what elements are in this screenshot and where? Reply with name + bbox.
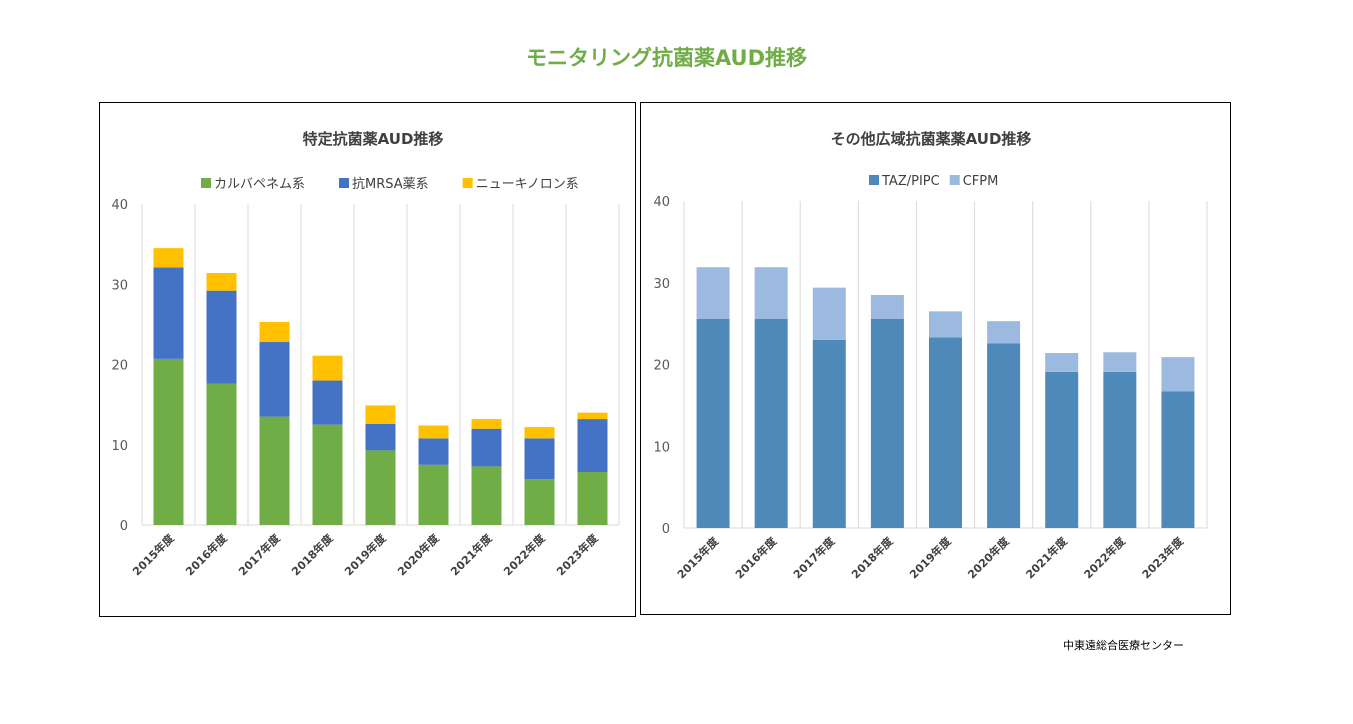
x-tick-label: 2018年度 xyxy=(289,531,337,579)
bar-series-0-4 xyxy=(365,450,396,525)
y-tick-label: 0 xyxy=(120,519,128,534)
bar-series-1-7 xyxy=(1103,352,1137,372)
bar-series-2-7 xyxy=(524,427,555,439)
legend-label: CFPM xyxy=(963,174,999,189)
x-tick-label: 2019年度 xyxy=(907,534,955,582)
x-tick-label: 2023年度 xyxy=(1139,534,1187,582)
bar-series-0-4 xyxy=(929,337,962,528)
bar-series-0-7 xyxy=(524,479,555,525)
y-tick-label: 20 xyxy=(653,359,670,374)
y-tick-label: 10 xyxy=(653,440,670,455)
legend-label: カルバペネム系 xyxy=(214,177,305,192)
bar-series-1-0 xyxy=(153,267,184,359)
legend-item-0: カルバペネム系 xyxy=(201,177,305,192)
bar-series-1-5 xyxy=(418,438,449,465)
bar-series-1-3 xyxy=(312,380,343,425)
x-tick-label: 2016年度 xyxy=(732,534,780,582)
legend-item-1: 抗MRSA薬系 xyxy=(339,177,429,192)
legend-swatch xyxy=(869,175,879,185)
legend-swatch xyxy=(339,178,350,188)
chart-panel-broad-spectrum-antibiotics: その他広域抗菌薬薬AUD推移 TAZ/PIPC CFPM 0 10 20 30 40 2015年… xyxy=(640,102,1231,615)
bar-series-1-4 xyxy=(929,311,962,338)
bar-series-1-1 xyxy=(206,290,237,384)
x-tick-label: 2023年度 xyxy=(554,531,602,579)
bar-series-1-4 xyxy=(365,423,396,451)
bar-series-0-0 xyxy=(153,358,184,525)
bar-series-0-3 xyxy=(312,424,343,525)
bar-series-0-2 xyxy=(259,416,290,525)
bar-series-1-6 xyxy=(471,428,502,467)
bar-series-0-8 xyxy=(1161,391,1195,528)
x-tick-label: 2015年度 xyxy=(130,531,178,579)
bar-series-1-3 xyxy=(870,295,904,319)
x-tick-label: 2022年度 xyxy=(1081,534,1129,582)
bar-series-0-6 xyxy=(471,466,502,525)
bar-series-2-1 xyxy=(206,273,237,291)
bar-series-0-2 xyxy=(812,339,846,528)
legend-swatch xyxy=(462,178,473,188)
bar-series-1-7 xyxy=(524,438,555,480)
bar-series-2-5 xyxy=(418,425,449,439)
bar-series-2-6 xyxy=(471,419,502,429)
bar-series-1-2 xyxy=(259,342,290,417)
bar-series-0-5 xyxy=(987,343,1021,528)
legend-label: ニューキノロン系 xyxy=(476,177,579,192)
bar-series-0-8 xyxy=(577,472,608,525)
bar-series-0-5 xyxy=(418,464,449,525)
x-tick-label: 2016年度 xyxy=(183,531,231,579)
bar-series-1-2 xyxy=(812,287,846,340)
x-tick-label: 2017年度 xyxy=(790,534,838,582)
y-tick-label: 30 xyxy=(111,278,128,293)
x-tick-label: 2020年度 xyxy=(395,531,443,579)
legend-label: 抗MRSA薬系 xyxy=(352,177,429,192)
chart-panel-specific-antibiotics: 特定抗菌薬AUD推移カルバペネム系 抗MRSA薬系 ニューキノロン系 0 10 20 30 4… xyxy=(99,102,636,617)
y-tick-label: 40 xyxy=(111,198,128,213)
bar-series-2-0 xyxy=(153,248,184,268)
legend-swatch xyxy=(949,175,960,185)
x-tick-label: 2017年度 xyxy=(236,531,284,579)
bar-series-0-7 xyxy=(1103,371,1137,528)
legend-item-1: CFPM xyxy=(949,174,999,189)
bar-series-2-3 xyxy=(312,355,343,381)
x-tick-label: 2015年度 xyxy=(674,534,722,582)
bar-series-2-2 xyxy=(259,321,290,343)
bar-series-1-0 xyxy=(696,267,730,319)
legend-swatch xyxy=(201,178,211,188)
x-tick-label: 2022年度 xyxy=(501,531,549,579)
bar-series-1-8 xyxy=(577,419,608,473)
bar-series-1-6 xyxy=(1045,353,1079,372)
x-tick-label: 2018年度 xyxy=(848,534,896,582)
bar-series-1-1 xyxy=(754,267,788,319)
chart-broad-spectrum-antibiotics: その他広域抗菌薬薬AUD推移 TAZ/PIPC CFPM 0 10 20 30 40 2015年… xyxy=(653,130,1208,582)
bar-series-0-6 xyxy=(1045,371,1079,528)
x-tick-label: 2020年度 xyxy=(965,534,1013,582)
bar-series-0-1 xyxy=(754,318,788,528)
bar-series-1-5 xyxy=(987,321,1021,344)
x-tick-label: 2019年度 xyxy=(342,531,390,579)
chart-title: 特定抗菌薬AUD推移 xyxy=(303,130,444,148)
footer-organization: 中東遠総合医療センター xyxy=(1063,639,1184,652)
legend-item-2: ニューキノロン系 xyxy=(462,177,579,192)
y-tick-label: 10 xyxy=(111,439,128,454)
y-tick-label: 40 xyxy=(653,195,670,210)
legend-label: TAZ/PIPC xyxy=(881,174,940,189)
bar-series-2-8 xyxy=(577,412,608,420)
y-tick-label: 30 xyxy=(653,277,670,292)
chart-title: その他広域抗菌薬薬AUD推移 xyxy=(831,130,1032,148)
legend-item-0: TAZ/PIPC xyxy=(869,174,940,189)
bar-series-0-1 xyxy=(206,383,237,525)
bar-series-0-3 xyxy=(870,318,904,528)
x-tick-label: 2021年度 xyxy=(1023,534,1071,582)
bar-series-2-4 xyxy=(365,405,396,424)
bar-series-0-0 xyxy=(696,318,730,528)
page-title: モニタリング抗菌薬AUD推移 xyxy=(525,46,808,70)
bar-series-1-8 xyxy=(1161,357,1195,392)
x-tick-label: 2021年度 xyxy=(448,531,496,579)
y-tick-label: 20 xyxy=(111,359,128,374)
y-tick-label: 0 xyxy=(662,522,670,537)
